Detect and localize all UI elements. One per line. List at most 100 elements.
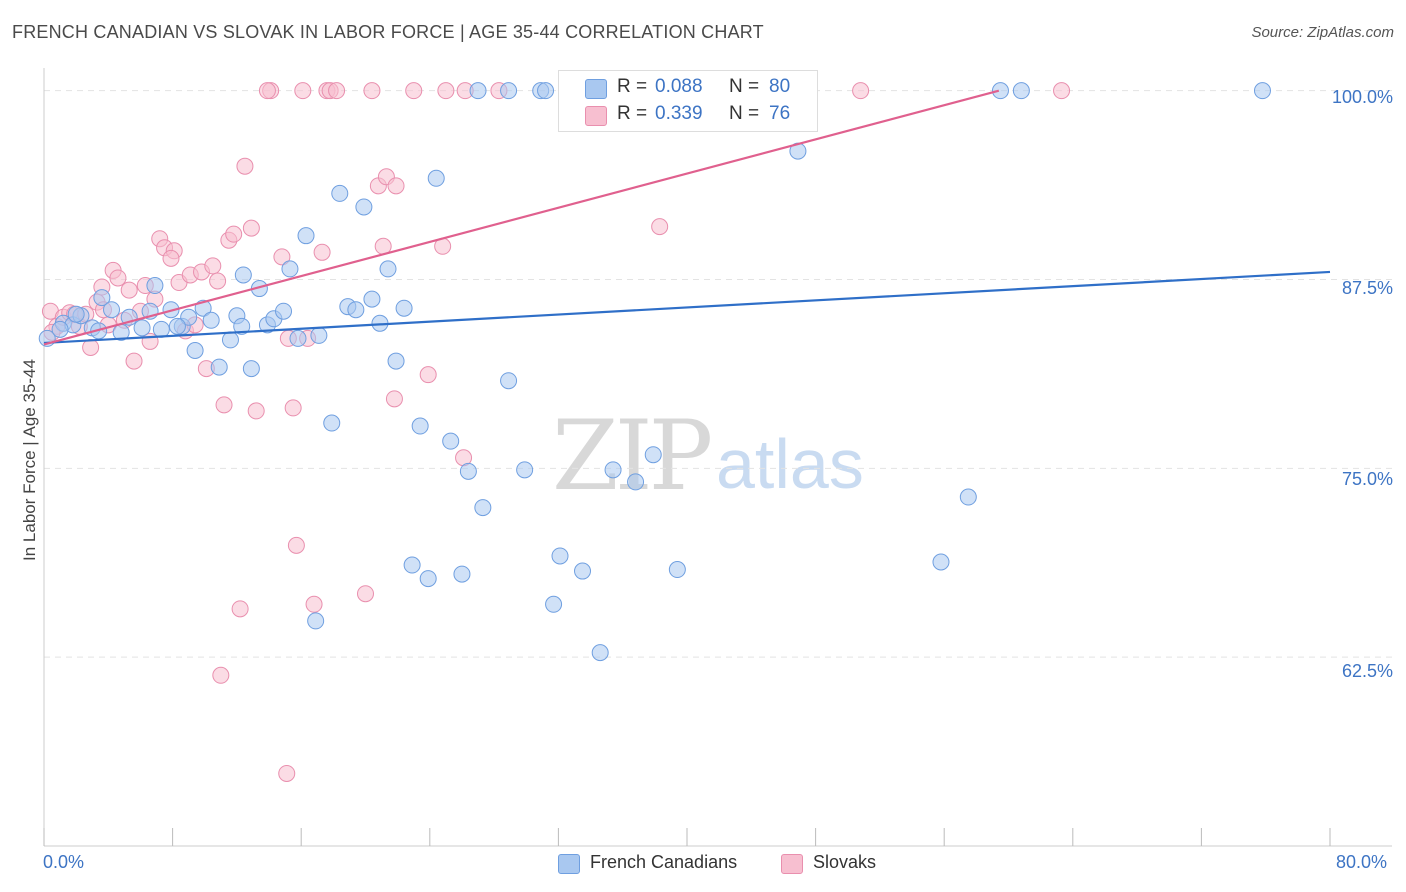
slovak-point: [120, 281, 138, 299]
french-canadian-point: [591, 644, 609, 662]
french-canadians-points: [38, 82, 1271, 662]
legend-row-slovaks: R = 0.339 N = 76: [559, 101, 817, 127]
french-canadian-point: [210, 358, 228, 376]
slovak-point: [385, 390, 403, 408]
slovak-point: [287, 536, 305, 554]
french-canadian-point: [297, 227, 315, 245]
slovak-point: [209, 272, 227, 290]
french-canadian-point: [93, 289, 111, 307]
french-canadian-point: [67, 305, 85, 323]
slovak-point: [651, 218, 669, 236]
slovak-point: [231, 600, 249, 618]
french-canadian-point: [574, 562, 592, 580]
french-canadian-point: [537, 82, 555, 100]
french-canadian-point: [459, 462, 477, 480]
slovak-point: [305, 595, 323, 613]
french-canadian-point: [395, 299, 413, 317]
french-canadian-point: [51, 320, 69, 338]
french-canadian-point: [242, 360, 260, 378]
legend-swatch-pink: [585, 106, 607, 126]
french-canadian-point: [668, 561, 686, 579]
slovak-point: [284, 399, 302, 417]
french-canadian-point: [331, 184, 349, 202]
slovak-point: [437, 82, 455, 100]
french-canadian-point: [545, 595, 563, 613]
french-canadian-point: [474, 499, 492, 517]
french-canadian-point: [355, 198, 373, 216]
slovak-point: [162, 249, 180, 267]
slovak-point: [125, 352, 143, 370]
french-canadian-point: [363, 290, 381, 308]
french-canadian-point: [168, 317, 186, 335]
slovak-point: [212, 666, 230, 684]
french-canadian-point: [103, 301, 121, 319]
french-canadian-point: [146, 277, 164, 295]
legend-swatch-blue: [585, 79, 607, 99]
slovak-point: [273, 248, 291, 266]
french-canadian-point: [221, 331, 239, 349]
legend-r-label: R =: [617, 103, 648, 124]
french-canadian-point: [347, 301, 365, 319]
slovak-point: [405, 82, 423, 100]
slovak-point: [387, 177, 405, 195]
french-canadian-point: [323, 414, 341, 432]
french-canadian-point: [1012, 82, 1030, 100]
legend-n-value: 76: [769, 103, 791, 124]
french-canadian-point: [932, 553, 950, 571]
french-canadian-point: [991, 82, 1009, 100]
slovak-point: [294, 82, 312, 100]
legend-r-value: 0.339: [655, 103, 703, 124]
slovak-point: [328, 82, 346, 100]
slovak-point: [225, 225, 243, 243]
slovak-point: [278, 764, 296, 782]
french-canadian-point: [427, 169, 445, 187]
french-canadian-point: [180, 308, 198, 326]
x-tick-label-max: 80.0%: [1336, 852, 1388, 872]
french-canadian-point: [604, 461, 622, 479]
french-canadian-point: [959, 488, 977, 506]
french-canadian-point: [644, 446, 662, 464]
y-tick-label-100: 100.0%: [1331, 87, 1393, 107]
french-canadian-point: [453, 565, 471, 583]
slovak-point: [258, 82, 276, 100]
french-canadian-point: [202, 311, 220, 329]
slovak-point: [204, 257, 222, 275]
french-canadians-trend-line: [43, 270, 1331, 345]
y-tick-label-87-5: 87.5%: [1341, 278, 1393, 298]
legend-row-french-canadians: R = 0.088 N = 80: [559, 74, 817, 100]
slovak-point: [419, 366, 437, 384]
french-canadian-point: [411, 417, 429, 435]
french-canadian-point: [310, 326, 328, 344]
french-canadian-point: [233, 317, 251, 335]
legend-n-value: 80: [769, 76, 791, 97]
french-canadian-point: [275, 302, 293, 320]
bottom-legend-swatch-blue: [558, 854, 580, 874]
french-canadian-point: [379, 260, 397, 278]
watermark-zip: ZIP: [552, 400, 713, 512]
slovak-point: [357, 585, 374, 603]
slovak-point: [242, 219, 260, 237]
slovak-point: [852, 82, 870, 100]
chart-source: Source: ZipAtlas.com: [1251, 24, 1394, 41]
french-canadian-point: [627, 473, 645, 491]
french-canadian-point: [516, 461, 534, 479]
french-canadian-point: [1253, 82, 1271, 100]
french-canadian-point: [419, 570, 437, 588]
slovak-point: [247, 402, 265, 420]
french-canadian-point: [186, 341, 204, 359]
slovak-point: [109, 269, 127, 287]
slovak-point: [236, 157, 254, 175]
chart-title: FRENCH CANADIAN VS SLOVAK IN LABOR FORCE…: [12, 22, 764, 42]
bottom-legend-slovaks: Slovaks: [813, 852, 877, 872]
slovaks-points: [41, 82, 1071, 782]
y-tick-label-62-5: 62.5%: [1341, 661, 1393, 681]
slovak-point: [82, 338, 100, 356]
french-canadian-point: [442, 432, 460, 450]
bottom-legend-swatch-pink: [781, 854, 803, 874]
trend-lines: [43, 89, 1331, 346]
french-canadian-point: [307, 612, 325, 630]
correlation-legend: R = 0.088 N = 80 R = 0.339 N = 76: [558, 70, 818, 132]
slovak-point: [1053, 82, 1071, 100]
y-tick-label-75: 75.0%: [1341, 469, 1393, 489]
